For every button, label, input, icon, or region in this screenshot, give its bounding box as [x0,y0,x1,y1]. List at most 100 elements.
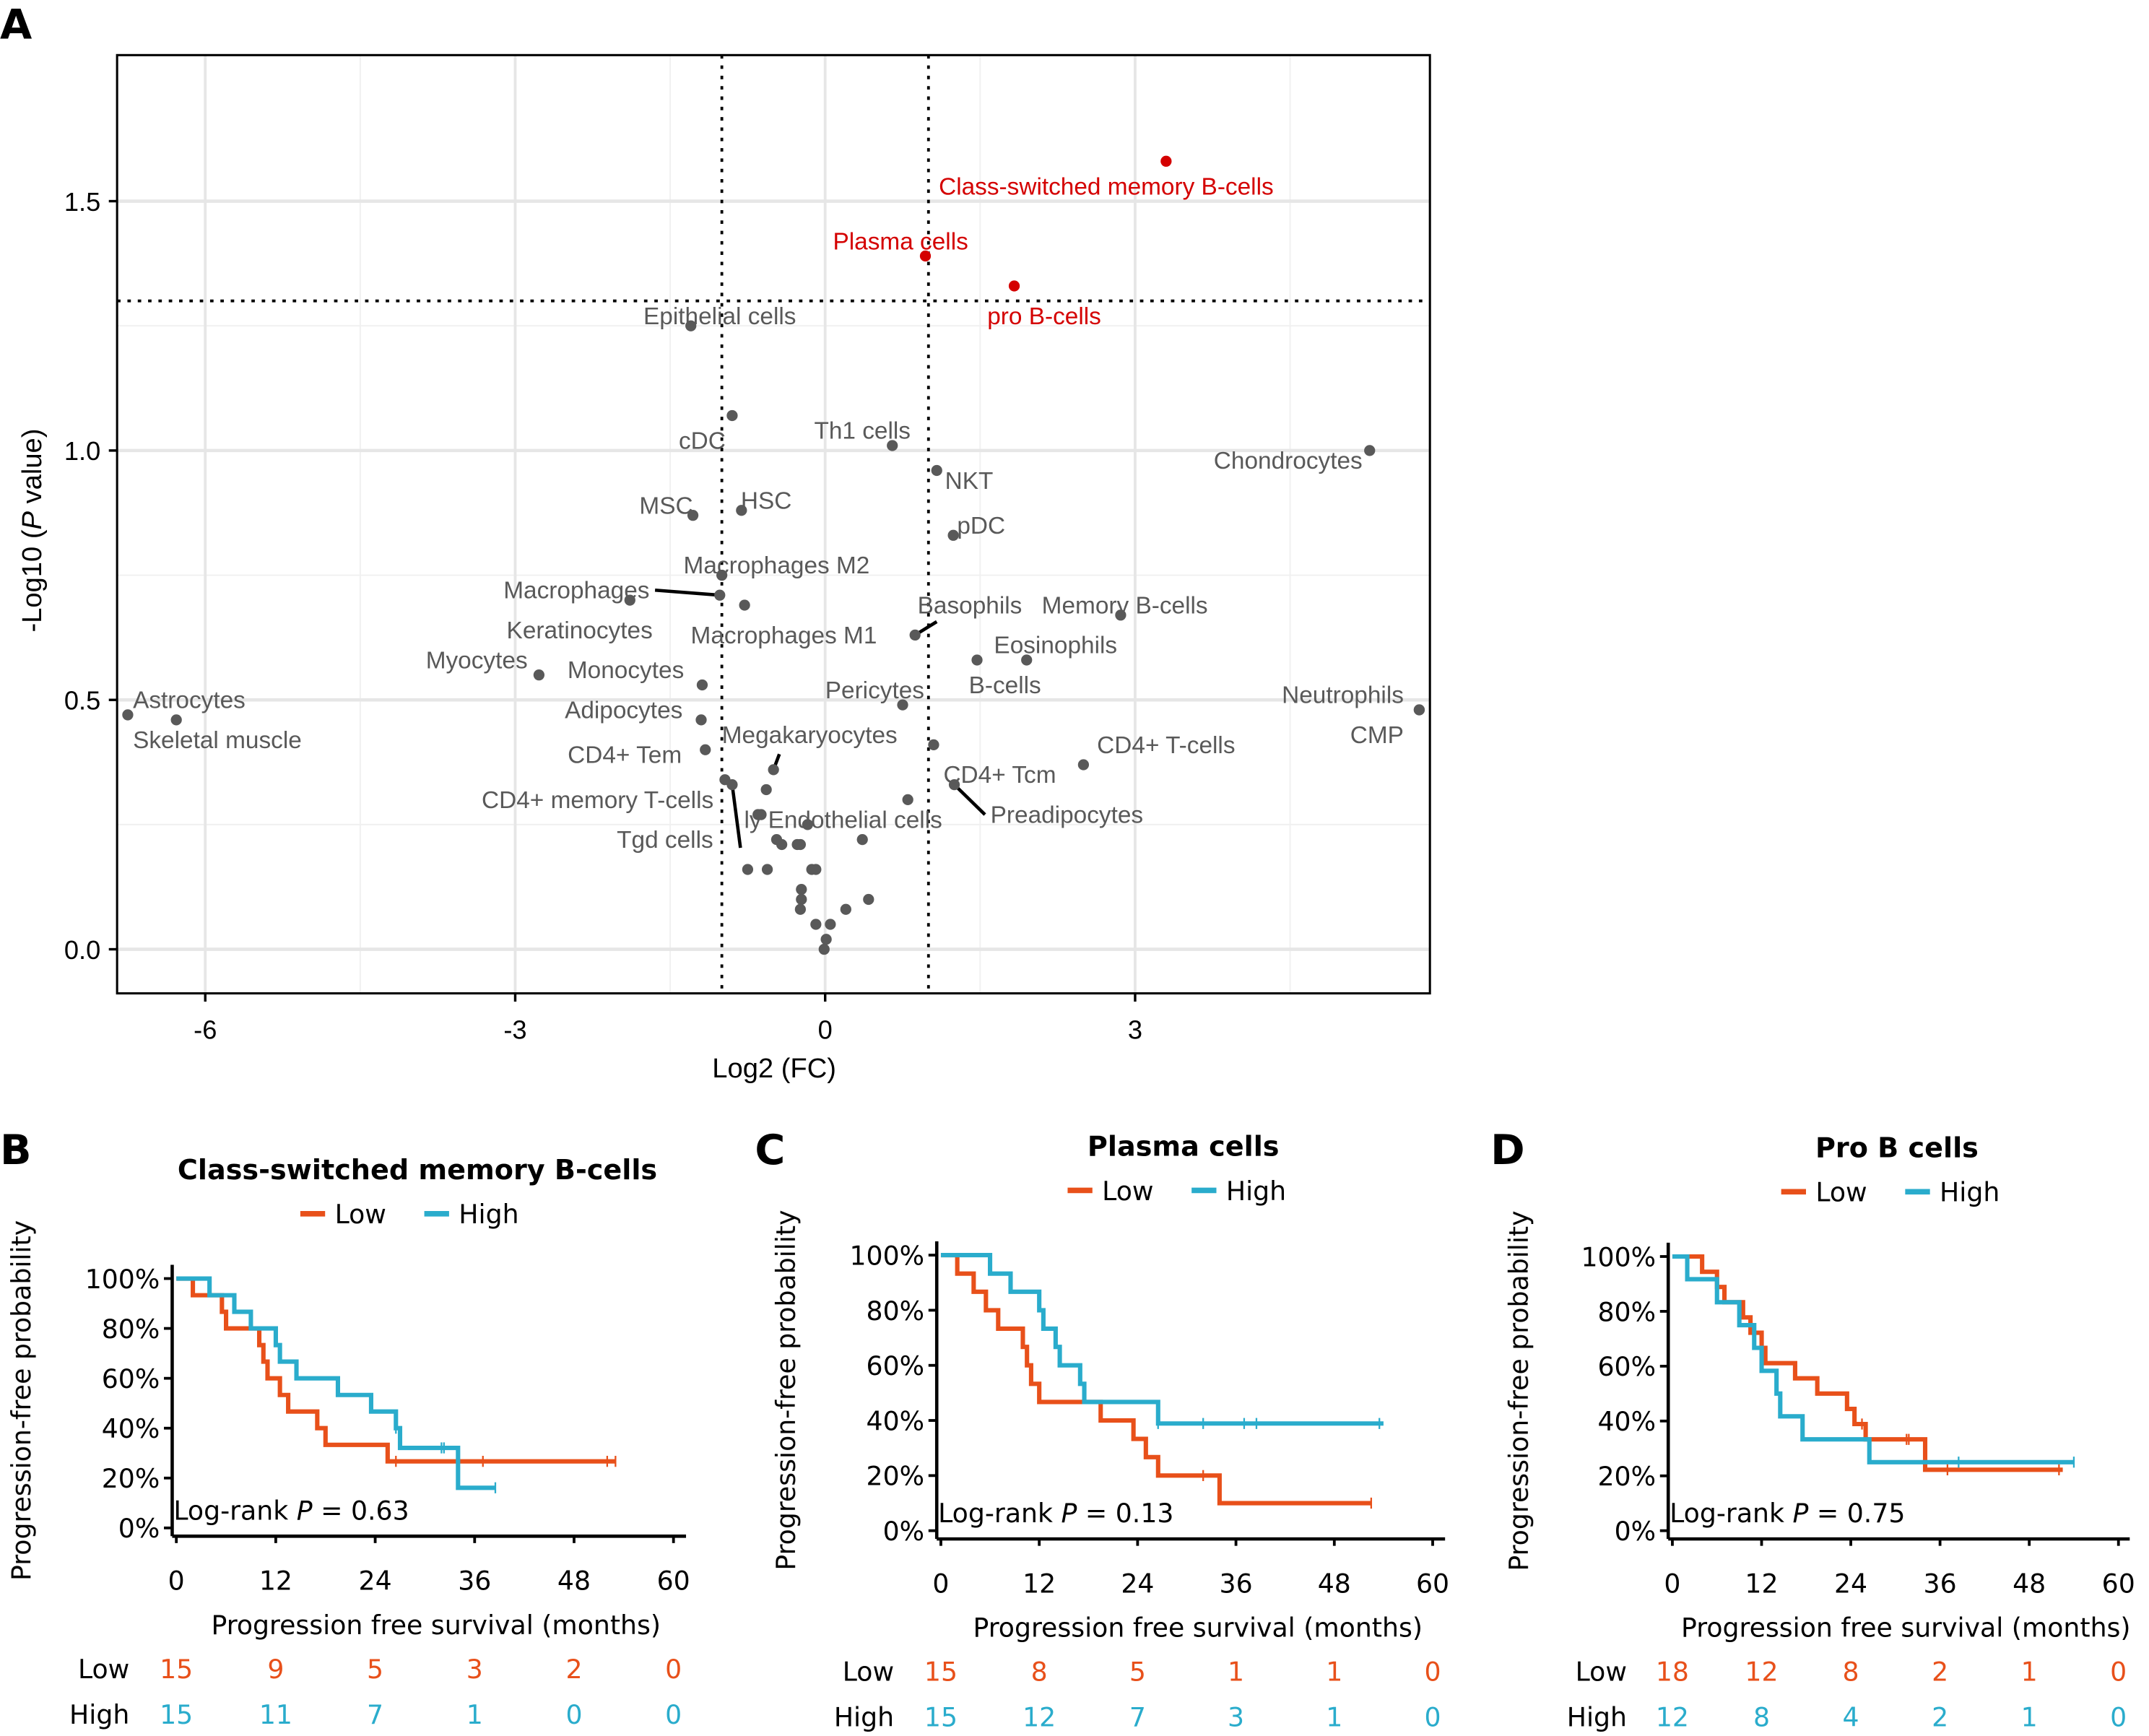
point-label: Th1 cells [814,418,911,445]
risk-table-cell: 12 [1023,1702,1056,1733]
data-point [1008,280,1020,292]
y-tick-label: 80% [867,1296,925,1327]
annotation-prefix: Log-rank [938,1498,1061,1529]
volcano-plot: A Class-switched memory B-cells Plasma ce… [0,1,1431,1084]
km-curve-high [1672,1254,2074,1464]
point-label: Basophils [918,592,1023,619]
x-axis-title: Progression free survival (months) [1681,1613,2131,1644]
y-axis-title-prefix: -Log10 ( [17,529,48,632]
y-axis-title: Progression-free probability [1503,1210,1534,1571]
km-curve-high [176,1276,496,1490]
risk-table-cell: 1 [2021,1702,2038,1733]
y-tick-label: 40% [1598,1406,1657,1437]
x-tick-label: 36 [1220,1568,1253,1600]
data-point [533,669,545,681]
y-tick-label: 40% [867,1405,925,1436]
x-tick-label: 60 [2102,1568,2135,1600]
point-label: cDC [679,428,726,455]
data-point [768,764,779,776]
y-tick-label: 60% [102,1363,160,1394]
km-curve-low [1672,1254,2063,1472]
risk-table-cell: 0 [2110,1657,2127,1688]
data-point [170,714,182,726]
y-tick-label: 80% [1598,1296,1657,1327]
annotation-p: P [297,1495,313,1526]
panel-label-a: A [0,1,32,48]
risk-table-cell: 2 [565,1654,582,1685]
legend-label-high: High [459,1199,518,1230]
data-point [931,464,942,477]
km-curve-low [940,1253,1371,1506]
risk-table-cell: 18 [1656,1657,1689,1688]
data-point [700,744,711,755]
data-point [714,589,726,601]
x-axis-title: Progression free survival (months) [973,1613,1423,1644]
point-label: Plasma cells [833,228,968,255]
y-tick-label: 1.0 [64,436,100,466]
point-label: Chondrocytes [1214,448,1363,474]
data-point [760,784,772,796]
point-label: Pericytes [825,677,924,704]
data-point [624,594,635,606]
point-label: Macrophages [503,578,649,604]
y-tick-label: 20% [867,1461,925,1492]
data-point [776,838,788,851]
risk-table-row-label: High [834,1702,894,1733]
annotation-prefix: Log-rank [173,1495,296,1526]
point-label: ly [744,807,762,833]
legend-label-high: High [1940,1177,2000,1208]
data-point [1077,759,1090,771]
point-label: Skeletal muscle [133,727,302,754]
point-label: CD4+ Tem [568,742,682,769]
point-labels: Class-switched memory B-cells Plasma cell… [133,173,1404,854]
y-axis-title: -Log10 (P value) [17,429,48,633]
log-rank-annotation: Log-rank P = 0.75 [1670,1498,1905,1529]
risk-table-cell: 0 [1424,1702,1441,1733]
y-axis-title: Progression-free probability [6,1220,37,1581]
data-point [1413,704,1425,716]
point-label: Macrophages M1 [691,622,877,649]
risk-table-cell: 11 [259,1699,292,1730]
x-tick-label: -3 [503,1015,526,1045]
risk-table-row-label: High [69,1699,129,1730]
x-tick-label: 36 [1924,1568,1957,1600]
data-points [122,155,1425,955]
risk-table-cell: 0 [2110,1702,2127,1733]
point-label: Keratinocytes [507,617,653,644]
point-label: HSC [741,487,791,514]
risk-table-cell: 8 [1031,1657,1048,1688]
point-label: Epithelial cells [643,303,796,330]
annotation-p: P [1792,1498,1808,1529]
annotation-value: = 0.13 [1077,1498,1173,1529]
data-point [810,864,822,875]
legend-label-low: Low [1102,1176,1153,1207]
point-label: pro B-cells [987,303,1101,330]
data-point [796,893,807,906]
x-tick-label: 60 [1416,1568,1449,1600]
data-point [840,903,851,915]
x-tick-label: 0 [932,1568,949,1600]
point-label: Tgd cells [617,827,713,854]
plot-frame [116,53,1431,995]
risk-table-row-label: Low [843,1657,894,1688]
data-point [696,679,708,691]
km-curve-low [176,1276,616,1464]
data-point [794,903,807,915]
risk-table-row-label: Low [78,1654,129,1685]
point-label: Preadipocytes [991,802,1143,829]
point-label: Megakaryocytes [722,722,898,749]
x-axis-title: Progression free survival (months) [212,1610,661,1641]
km-plot-b: B Class-switched memory B-cells Low High 0%… [0,1127,690,1730]
risk-table-cell: 2 [1932,1657,1948,1688]
data-point [796,884,807,895]
km-title: Plasma cells [1087,1131,1280,1163]
point-label: Endothelial cells [768,807,942,833]
data-point [909,629,921,641]
data-point [825,919,836,930]
risk-table-cell: 15 [924,1657,958,1688]
x-tick-label: 12 [1745,1568,1778,1600]
risk-table-cell: 12 [1656,1702,1689,1733]
panel-label-c: C [755,1127,785,1174]
data-point [1160,155,1172,167]
